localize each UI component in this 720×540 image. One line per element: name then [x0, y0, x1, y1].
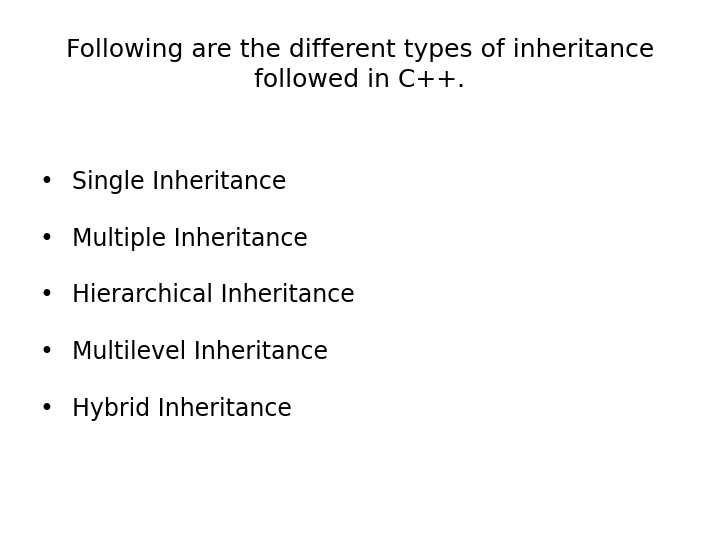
Text: •: •	[40, 227, 53, 251]
Text: Multiple Inheritance: Multiple Inheritance	[72, 227, 308, 251]
Text: •: •	[40, 397, 53, 421]
Text: Hybrid Inheritance: Hybrid Inheritance	[72, 397, 292, 421]
Text: Single Inheritance: Single Inheritance	[72, 170, 287, 194]
Text: •: •	[40, 284, 53, 307]
Text: •: •	[40, 170, 53, 194]
Text: •: •	[40, 340, 53, 364]
Text: Following are the different types of inheritance
followed in C++.: Following are the different types of inh…	[66, 38, 654, 92]
Text: Multilevel Inheritance: Multilevel Inheritance	[72, 340, 328, 364]
Text: Hierarchical Inheritance: Hierarchical Inheritance	[72, 284, 355, 307]
